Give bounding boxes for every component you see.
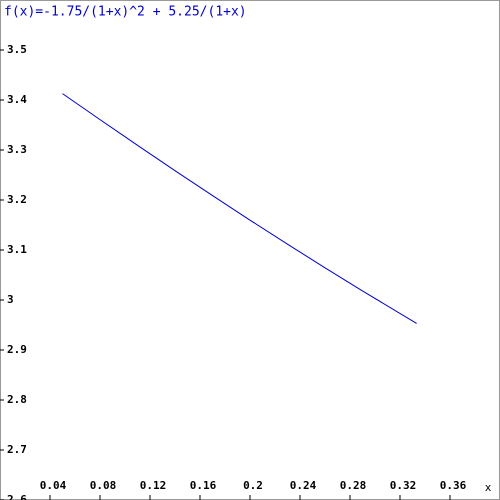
chart-title: f(x)=-1.75/(1+x)^2 + 5.25/(1+x) — [4, 5, 247, 20]
x-tick-label: 0.24 — [290, 479, 317, 492]
y-tick-label: 3.1 — [7, 243, 27, 256]
x-tick-label: 0.04 — [40, 479, 67, 492]
y-tick-label: 3.2 — [7, 193, 27, 206]
x-tick-label: 0.2 — [243, 479, 263, 492]
y-tick-label: 3 — [7, 293, 14, 306]
y-tick-label: 2.9 — [7, 343, 27, 356]
y-tick-label: 2.7 — [7, 443, 27, 456]
x-tick-label: 0.28 — [340, 479, 367, 492]
x-tick-label: 0.12 — [140, 479, 167, 492]
y-tick-label: 2.8 — [7, 393, 27, 406]
y-tick-label: 2.6 — [7, 493, 27, 500]
x-tick-label: 0.36 — [440, 479, 467, 492]
x-axis-label: x — [485, 481, 492, 494]
y-tick-label: 3.3 — [7, 143, 27, 156]
x-tick-label: 0.32 — [390, 479, 417, 492]
x-tick-label: 0.16 — [190, 479, 217, 492]
data-line — [62, 93, 417, 324]
x-tick-label: 0.08 — [90, 479, 117, 492]
y-tick-label: 3.4 — [7, 93, 27, 106]
y-tick-label: 3.5 — [7, 43, 27, 56]
